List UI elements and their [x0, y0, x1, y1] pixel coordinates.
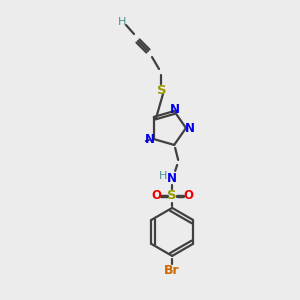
- Text: Br: Br: [164, 264, 180, 278]
- Text: O: O: [151, 189, 161, 203]
- Text: S: S: [167, 189, 177, 203]
- Text: O: O: [183, 189, 193, 203]
- Text: N: N: [170, 103, 180, 116]
- Text: N: N: [185, 122, 195, 134]
- Text: H: H: [118, 17, 126, 27]
- Text: N: N: [167, 172, 177, 185]
- Text: N: N: [145, 133, 155, 146]
- Text: H: H: [159, 171, 167, 181]
- Text: S: S: [157, 83, 167, 97]
